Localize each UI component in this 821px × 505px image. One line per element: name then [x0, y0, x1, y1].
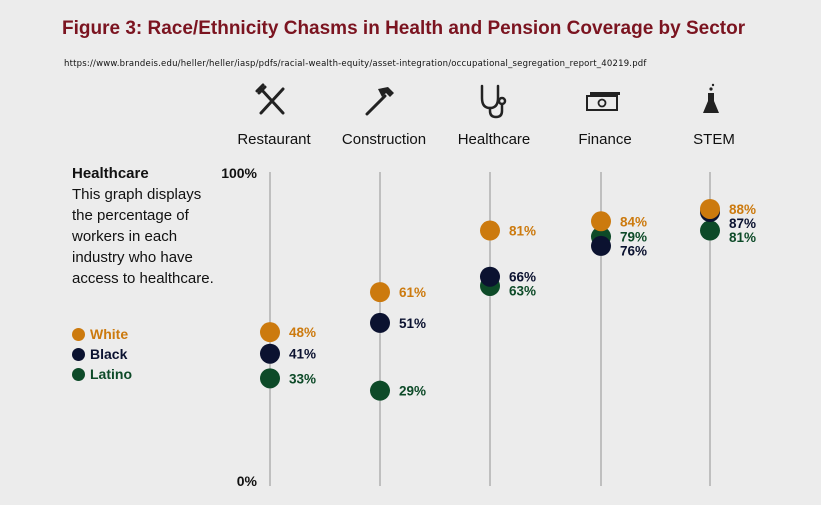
point-black-restaurant	[260, 343, 280, 364]
label-latino-restaurant: 33%	[289, 371, 316, 386]
label-latino-finance: 79%	[620, 230, 647, 245]
label-black-construction: 51%	[399, 316, 426, 331]
stethoscope-icon	[480, 84, 507, 119]
point-white-finance	[591, 211, 611, 232]
source-url: https://www.brandeis.edu/heller/heller/i…	[64, 59, 647, 69]
category-label-healthcare: Healthcare	[458, 131, 531, 148]
label-black-stem: 87%	[729, 216, 756, 231]
legend-label-black: Black	[90, 346, 128, 362]
point-latino-stem	[700, 220, 720, 241]
label-latino-construction: 29%	[399, 384, 426, 399]
point-black-healthcare	[480, 266, 500, 287]
point-latino-restaurant	[260, 368, 280, 389]
y-tick-bottom: 0%	[237, 473, 258, 489]
label-black-healthcare: 66%	[509, 270, 536, 285]
description-heading: Healthcare	[72, 165, 149, 182]
category-label-restaurant: Restaurant	[237, 131, 311, 148]
legend-item-black: Black	[72, 344, 132, 364]
point-black-construction	[370, 312, 390, 333]
point-white-construction	[370, 282, 390, 303]
label-latino-stem: 81%	[729, 230, 756, 245]
money-icon	[586, 92, 620, 111]
point-latino-construction	[370, 380, 390, 401]
data-labels: 48%41%33%61%51%29%81%66%63%84%79%76%88%8…	[289, 202, 756, 399]
legend-item-white: White	[72, 324, 132, 344]
legend-dot-latino	[72, 367, 85, 381]
hammer-icon	[365, 87, 394, 116]
chart-title: Figure 3: Race/Ethnicity Chasms in Healt…	[62, 18, 746, 39]
label-white-stem: 88%	[729, 202, 756, 217]
legend-label-latino: Latino	[90, 366, 132, 382]
category-label-stem: STEM	[693, 131, 735, 148]
label-black-finance: 76%	[620, 244, 647, 259]
point-black-finance	[591, 235, 611, 256]
y-tick-top: 100%	[221, 165, 257, 181]
label-white-restaurant: 48%	[289, 325, 316, 340]
label-black-restaurant: 41%	[289, 347, 316, 362]
point-white-stem	[700, 198, 720, 219]
legend-item-latino: Latino	[72, 364, 132, 384]
legend: White Black Latino	[72, 324, 132, 384]
point-white-restaurant	[260, 322, 280, 343]
category-labels: Restaurant Construction Healthcare Finance S…	[237, 131, 735, 148]
data-points	[260, 198, 720, 401]
category-label-finance: Finance	[578, 131, 631, 148]
category-label-construction: Construction	[342, 131, 426, 148]
legend-dot-white	[72, 327, 85, 341]
label-latino-healthcare: 63%	[509, 284, 536, 299]
legend-dot-black	[72, 347, 85, 361]
label-white-construction: 61%	[399, 285, 426, 300]
legend-label-white: White	[90, 326, 129, 342]
flask-icon	[703, 83, 719, 113]
label-white-finance: 84%	[620, 214, 647, 229]
description-body: This graph displays the percentage of wo…	[72, 186, 214, 287]
fork-knife-icon	[255, 83, 285, 115]
point-white-healthcare	[480, 220, 500, 241]
chart-description: Healthcare This graph displays the perce…	[72, 163, 222, 289]
label-white-healthcare: 81%	[509, 224, 536, 239]
